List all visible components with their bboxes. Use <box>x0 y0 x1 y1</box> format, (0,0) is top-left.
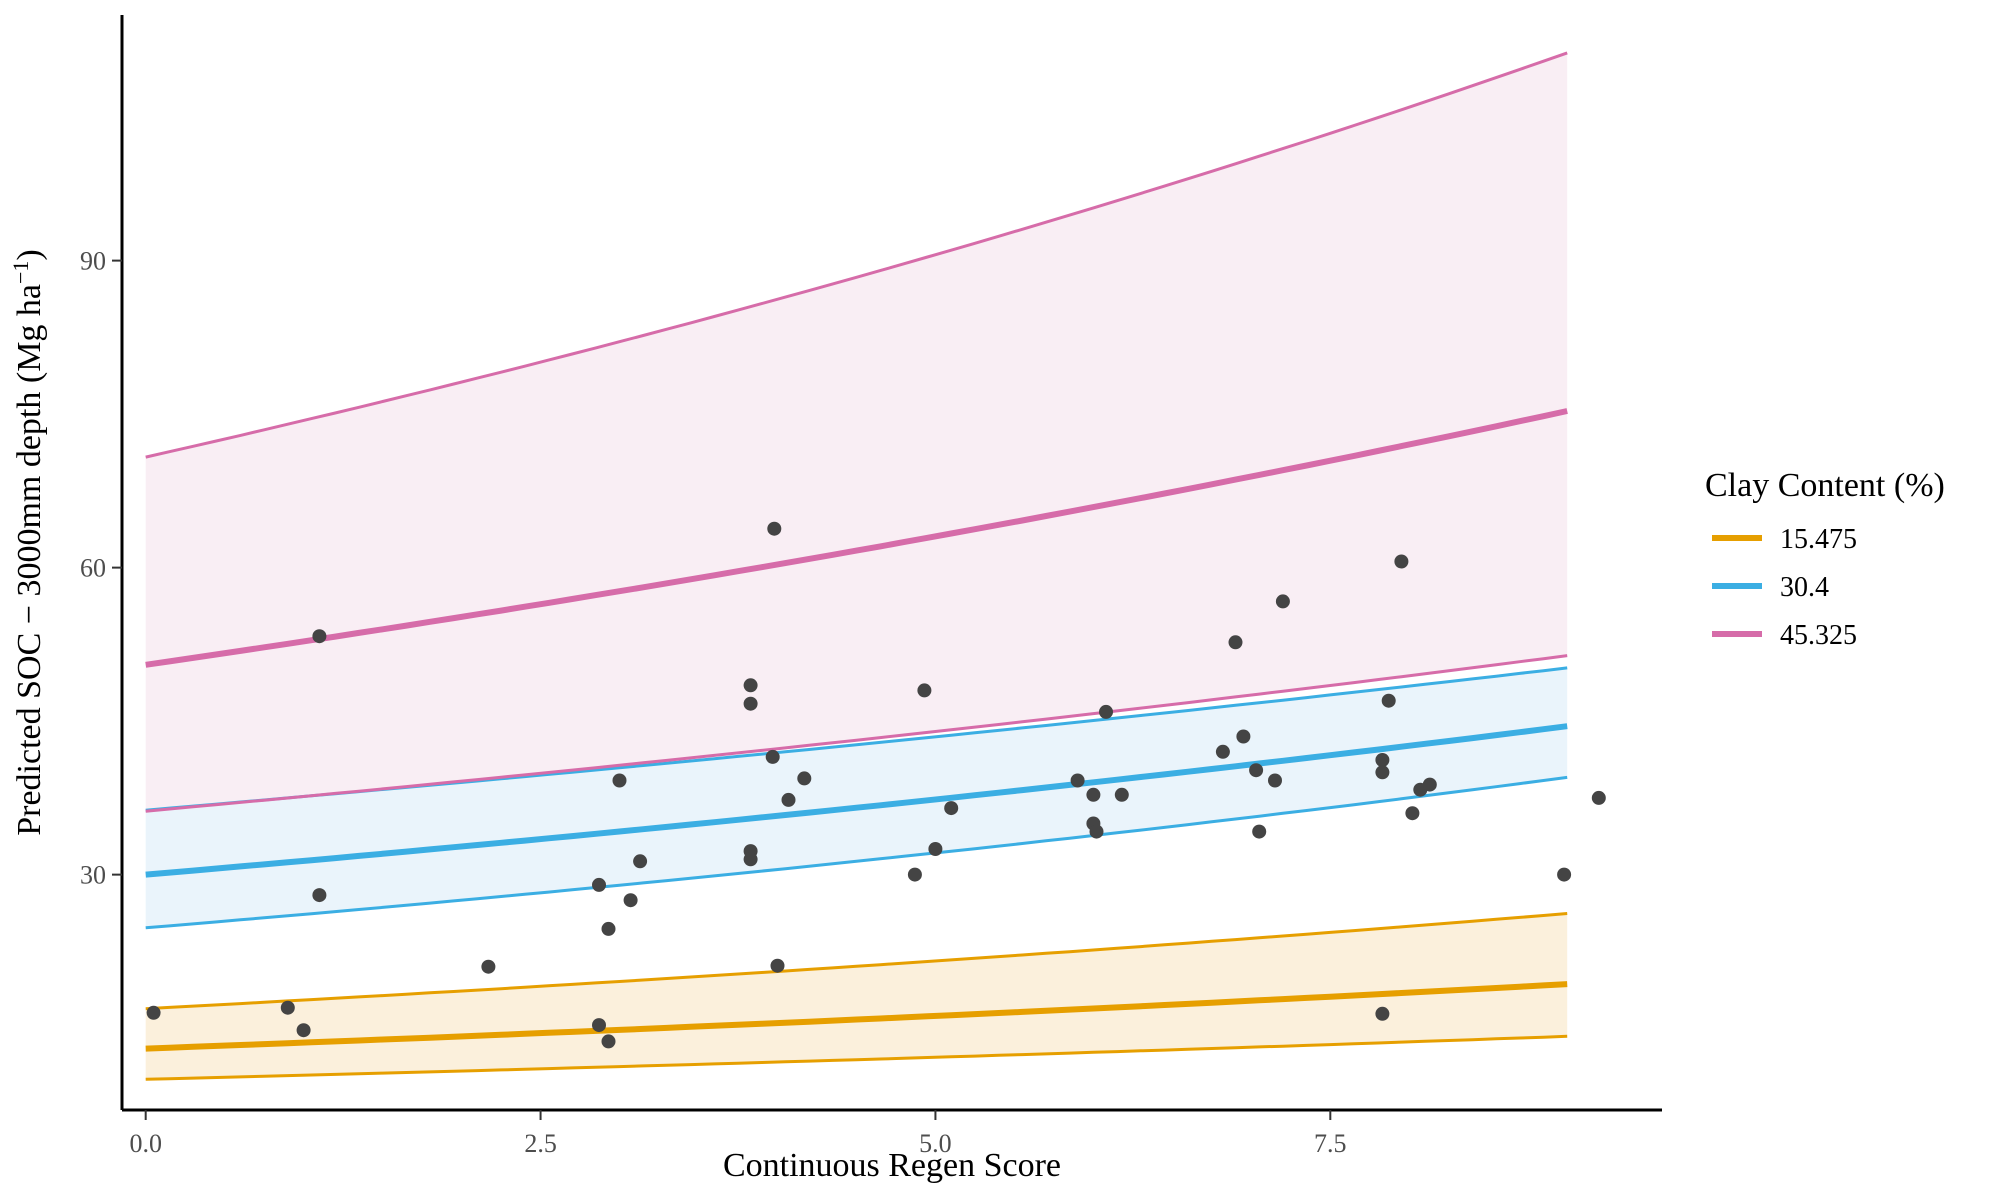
band-0 <box>145 913 1568 1080</box>
y-axis-title-superscript: −1 <box>8 261 33 284</box>
upper-bound-line-2 <box>145 51 1568 459</box>
data-point <box>1089 824 1104 839</box>
data-point <box>1375 1006 1390 1021</box>
data-point <box>767 521 782 536</box>
legend-items: 15.475 30.4 45.325 <box>1712 524 1857 651</box>
data-point <box>743 678 758 693</box>
y-axis-title-main: Predicted SOC − 3000mm depth (Mg ha <box>11 284 48 836</box>
data-point <box>312 629 327 644</box>
data-point <box>481 959 496 974</box>
data-point <box>592 1018 606 1033</box>
fit-line-1 <box>145 723 1568 878</box>
data-point <box>1249 763 1264 778</box>
data-point <box>1394 554 1409 569</box>
data-point <box>1252 824 1267 839</box>
data-point <box>623 893 638 908</box>
x-axis-title: Continuous Regen Score <box>723 1147 1061 1184</box>
data-point <box>1236 729 1251 744</box>
data-point <box>770 958 785 973</box>
axes <box>120 15 1662 1112</box>
data-point <box>917 683 932 698</box>
y-axis-title-close: ) <box>11 249 48 260</box>
data-point <box>1086 787 1101 802</box>
data-point <box>601 1034 616 1049</box>
data-point <box>312 888 327 903</box>
data-point <box>280 1000 295 1015</box>
x-tick-label: 0.0 <box>129 1129 162 1158</box>
data-point <box>1375 753 1390 767</box>
x-tick-label: 5.0 <box>919 1129 952 1158</box>
data-point <box>1268 773 1282 788</box>
fit-line-2 <box>145 408 1568 668</box>
data-point <box>296 1023 311 1038</box>
data-point <box>1557 867 1572 882</box>
band-1 <box>145 667 1568 928</box>
data-point <box>928 842 943 856</box>
data-point <box>612 773 627 788</box>
data-point <box>907 867 922 882</box>
lower-bound-line-1 <box>145 775 1568 930</box>
data-point <box>1215 744 1230 759</box>
data-point <box>1099 704 1113 719</box>
data-point <box>944 801 959 816</box>
data-point <box>797 771 812 786</box>
x-tick-label: 7.5 <box>1314 1129 1347 1158</box>
confidence-bound-lines <box>145 51 1568 1081</box>
data-point <box>1275 594 1290 609</box>
legend: Clay Content (%) 15.475 30.4 45.325 <box>1705 467 1945 651</box>
data-point <box>1228 635 1243 650</box>
y-tick-label: 30 <box>80 861 106 890</box>
x-tick-label: 2.5 <box>524 1129 557 1158</box>
data-point <box>146 1005 161 1020</box>
data-point <box>1405 806 1420 821</box>
data-point <box>592 877 606 892</box>
y-axis-title: Predicted SOC − 3000mm depth (Mg ha−1) <box>8 249 48 836</box>
data-points <box>146 521 1606 1049</box>
data-point <box>743 852 758 867</box>
legend-label: 45.325 <box>1780 620 1857 651</box>
data-point <box>1422 777 1437 792</box>
data-point <box>633 854 648 869</box>
y-tick-label: 90 <box>80 247 106 276</box>
data-point <box>1375 765 1390 780</box>
confidence-bands <box>145 52 1568 1080</box>
legend-label: 15.475 <box>1780 524 1857 555</box>
data-point <box>781 792 796 807</box>
data-point <box>1381 693 1396 708</box>
data-point <box>1591 790 1606 805</box>
y-tick-label: 60 <box>80 554 106 583</box>
upper-bound-line-0 <box>145 912 1568 1011</box>
lower-bound-line-2 <box>145 654 1568 813</box>
legend-title: Clay Content (%) <box>1705 467 1945 504</box>
data-point <box>601 921 616 936</box>
fit-line-0 <box>145 981 1568 1052</box>
legend-label: 30.4 <box>1780 572 1829 603</box>
fit-lines <box>145 408 1568 1052</box>
data-point <box>1070 773 1085 788</box>
data-point <box>765 749 780 764</box>
band-2 <box>145 52 1568 812</box>
lower-bound-line-0 <box>145 1034 1568 1081</box>
data-point <box>1114 787 1129 802</box>
data-point <box>743 696 758 711</box>
tick-labels: 0.0 2.5 5.0 7.5 30 60 90 <box>80 247 1347 1158</box>
